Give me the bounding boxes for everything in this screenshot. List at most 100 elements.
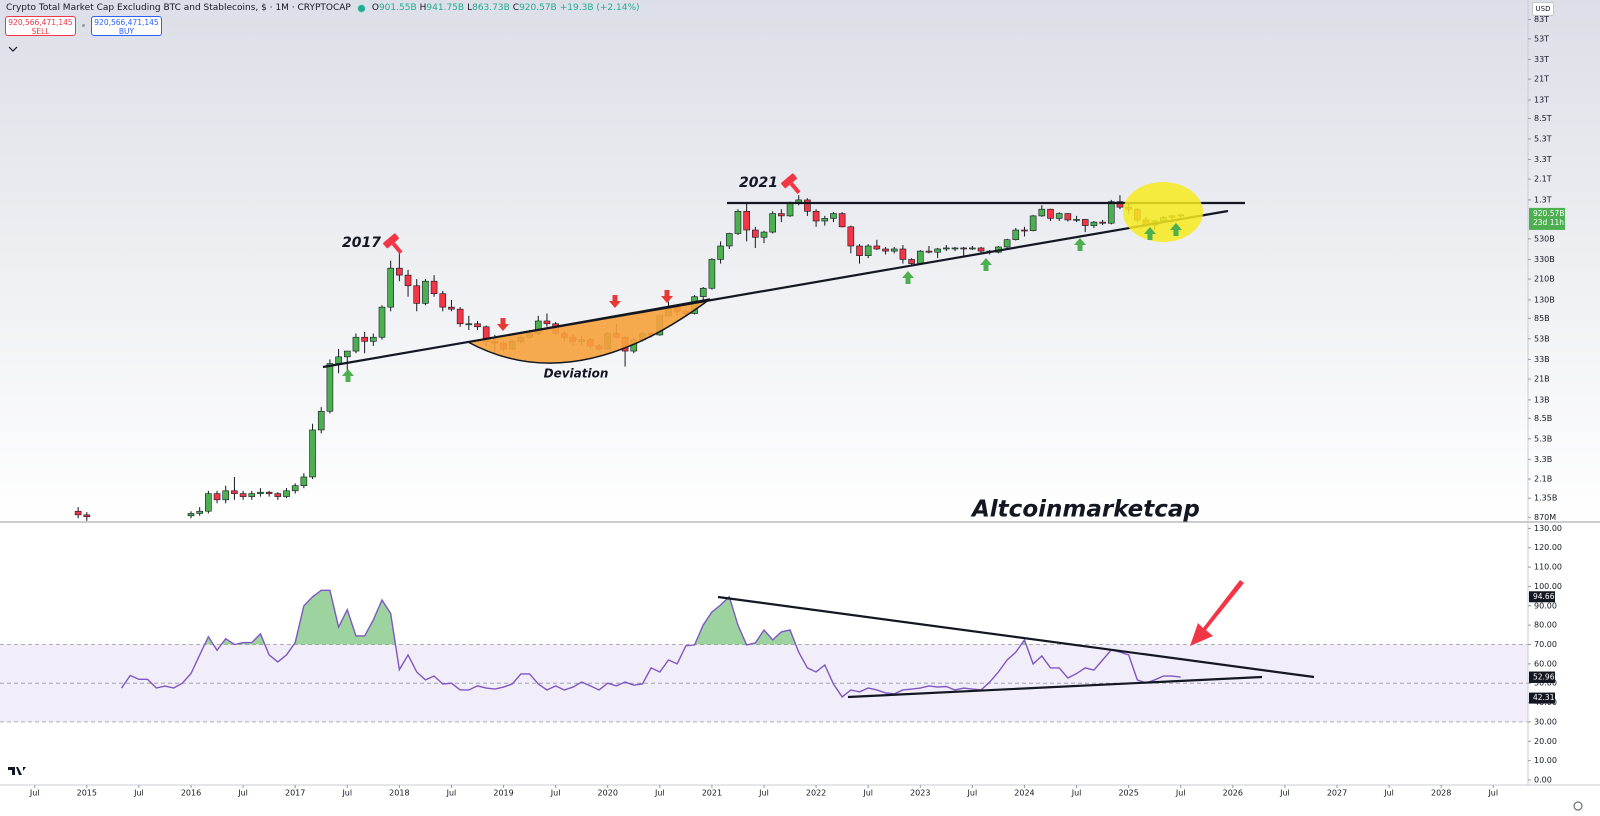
- candle-body: [448, 306, 455, 310]
- x-tick-label: Jul: [550, 789, 561, 798]
- y-tick-label: 5.3B: [1534, 434, 1552, 443]
- change: +19.3B (+2.14%): [559, 3, 640, 13]
- candle-body: [474, 323, 481, 328]
- candle-body: [725, 233, 733, 247]
- candle-body: [83, 514, 91, 518]
- candle-body: [326, 363, 334, 412]
- y-tick-label: 3.3B: [1534, 455, 1552, 464]
- y-tick-label: 80.00: [1534, 621, 1557, 630]
- sell-button[interactable]: 920,566,471,145 SELL: [5, 16, 76, 36]
- overbought-fill: [121, 590, 1181, 645]
- y-tick-label: 5.3T: [1534, 134, 1552, 143]
- candle-body: [1073, 219, 1080, 221]
- candle-body: [291, 485, 299, 492]
- x-tick-label: 2022: [806, 789, 826, 798]
- candle-body: [838, 213, 846, 228]
- x-tick-label: Jul: [133, 789, 144, 798]
- candle-body: [283, 490, 290, 497]
- y-tick-label: 20.00: [1534, 737, 1557, 746]
- x-tick-label: 2021: [702, 789, 722, 798]
- currency-button[interactable]: USD: [1532, 2, 1554, 16]
- y-tick-label: 1.35B: [1534, 494, 1557, 503]
- candle-body: [404, 274, 412, 287]
- x-tick-label: Jul: [1071, 789, 1082, 798]
- ohlc-key: H: [419, 3, 427, 13]
- y-tick-label: 53T: [1534, 34, 1549, 43]
- x-tick-label: Jul: [862, 789, 873, 798]
- candle-body: [769, 213, 776, 233]
- candle-body: [343, 350, 351, 358]
- support-trendline: [322, 209, 1229, 369]
- x-tick-label: Jul: [758, 789, 769, 798]
- candle-body: [222, 490, 230, 501]
- y-tick-label: 60.00: [1534, 659, 1557, 668]
- y-tick-label: 110.00: [1534, 563, 1562, 572]
- candle-body: [1107, 201, 1115, 224]
- y-tick-label: 2.1B: [1534, 475, 1552, 484]
- x-tick-label: 2019: [493, 789, 513, 798]
- y-tick-label: 120.00: [1534, 543, 1562, 552]
- candle-body: [977, 247, 985, 252]
- value-badge-label: 94.66: [1533, 592, 1555, 601]
- candle-body: [925, 250, 933, 253]
- candle-body: [317, 410, 325, 431]
- candle-body: [1029, 215, 1037, 231]
- candle-body: [699, 287, 707, 297]
- x-tick-label: Jul: [967, 789, 978, 798]
- candle-body: [908, 259, 915, 264]
- y-tick-label: 83T: [1534, 15, 1549, 24]
- symbol-title: Crypto Total Market Cap Excluding BTC an…: [6, 3, 351, 13]
- sell-price: 920,566,471,145: [8, 18, 73, 27]
- y-tick-label: 2.1T: [1534, 175, 1552, 184]
- settings-button[interactable]: [1573, 801, 1583, 811]
- x-tick-label: 2016: [181, 789, 201, 798]
- candle-body: [708, 259, 716, 289]
- y-tick-label: 85B: [1534, 314, 1550, 323]
- candle-body: [257, 491, 264, 494]
- candle-body: [856, 245, 863, 256]
- last-price-badge: [1529, 207, 1565, 230]
- candle-body: [1038, 208, 1046, 217]
- candle-body: [378, 306, 386, 338]
- x-tick-label: 2025: [1118, 789, 1138, 798]
- rsi-pane: [0, 589, 1528, 723]
- ohlc-key: O: [371, 3, 379, 13]
- y-tick-label: 50.00: [1534, 679, 1557, 688]
- y-tick-label: 3.3T: [1534, 155, 1552, 164]
- deviation-shape: [465, 298, 711, 364]
- y-tick-label: 210B: [1534, 275, 1555, 284]
- candle-body: [821, 218, 829, 222]
- market-status: [356, 3, 366, 13]
- buy-button[interactable]: 920,566,471,145 BUY: [91, 16, 162, 36]
- y-tick-label: 13T: [1534, 95, 1549, 104]
- rsi-pane-background: [0, 522, 1600, 816]
- candle-body: [430, 280, 438, 294]
- candle-body: [309, 429, 316, 478]
- candle-body: [830, 213, 837, 219]
- candle-body: [396, 267, 403, 276]
- candle-body: [899, 248, 907, 260]
- ohlc-key: L: [467, 3, 473, 13]
- x-tick-label: 2017: [285, 789, 305, 798]
- sell-label: SELL: [31, 27, 50, 36]
- candle-body: [882, 248, 889, 252]
- y-tick-label: 0.00: [1534, 775, 1552, 784]
- y-tick-label: 90.00: [1534, 601, 1557, 610]
- candle-body: [760, 231, 768, 238]
- ohlc-value: 920.57B: [519, 3, 557, 13]
- annotation: 2017: [342, 235, 381, 251]
- x-tick-label: Jul: [654, 789, 665, 798]
- candle-body: [370, 336, 377, 342]
- y-tick-label: 130.00: [1534, 524, 1562, 533]
- y-tick-label: 33B: [1534, 355, 1550, 364]
- candle-body: [1003, 239, 1011, 248]
- axes: 83T 53T 33T 21T 13T 8.5T 5.3T 3.3T 2.1T 1.3T 530B 3…: [29, 15, 1565, 798]
- collapse-chevron[interactable]: [8, 45, 18, 53]
- y-tick-label: 8.5B: [1534, 414, 1552, 423]
- candle-body: [361, 336, 368, 342]
- candle-body: [196, 510, 203, 514]
- drawings: 2017 2021 Deviation Altcoinmarketcap: [322, 173, 1315, 699]
- last-price-label: 920.57B: [1533, 209, 1564, 218]
- y-tick-label: 1.3T: [1534, 195, 1552, 204]
